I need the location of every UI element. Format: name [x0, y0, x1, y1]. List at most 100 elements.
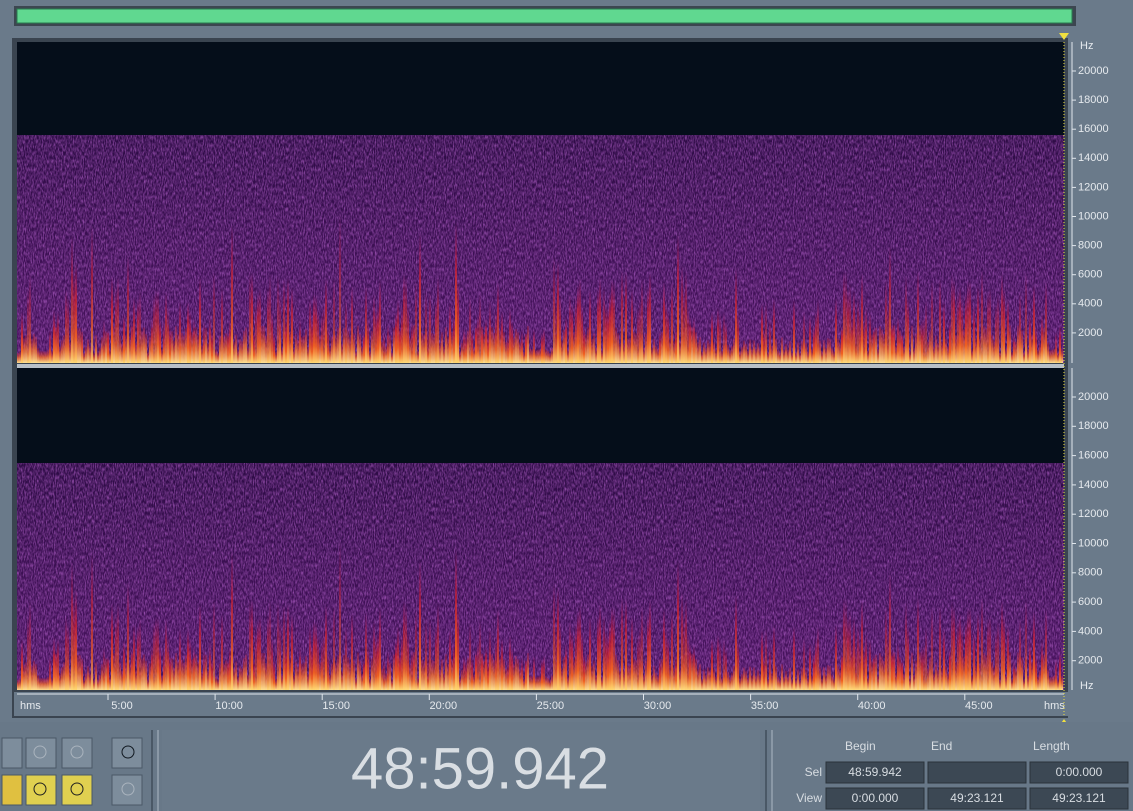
energy-base [197, 662, 199, 690]
energy-streak [765, 302, 767, 363]
energy-base [185, 655, 187, 690]
energy-base [741, 346, 743, 363]
energy-base [175, 326, 177, 363]
energy-base [567, 349, 569, 363]
energy-base [369, 678, 371, 690]
energy-streak [987, 617, 989, 690]
energy-streak [1025, 599, 1027, 690]
energy-base [385, 346, 387, 363]
frequency-label: 16000 [1078, 450, 1109, 462]
energy-base [225, 660, 227, 690]
energy-base [443, 673, 445, 690]
field[interactable] [927, 787, 1027, 810]
energy-streak [711, 638, 713, 690]
energy-streak [377, 632, 379, 690]
energy-streak [647, 612, 649, 690]
zoom-out-button[interactable] [25, 737, 57, 769]
energy-base [1039, 670, 1041, 690]
energy-base [239, 338, 241, 363]
zoom-out-vertical-button[interactable] [111, 774, 143, 806]
time-label: 45:00 [965, 700, 993, 712]
energy-streak [533, 328, 535, 363]
axis-panel [1068, 38, 1133, 692]
energy-streak [603, 613, 605, 690]
energy-streak [665, 628, 667, 690]
energy-base [657, 348, 659, 363]
frequency-label: 4000 [1078, 625, 1102, 637]
energy-streak [761, 630, 763, 690]
energy-base [289, 331, 291, 363]
energy-base [171, 331, 173, 363]
energy-base [777, 676, 779, 690]
field[interactable] [825, 787, 925, 810]
energy-base [697, 669, 699, 690]
energy-base [829, 665, 831, 690]
energy-base [301, 663, 303, 690]
energy-base [355, 351, 357, 363]
energy-streak [229, 645, 231, 690]
energy-base [473, 674, 475, 690]
energy-streak [997, 620, 999, 690]
energy-base [499, 330, 501, 363]
energy-streak [639, 626, 641, 690]
button[interactable] [1, 774, 23, 806]
energy-base [879, 653, 881, 690]
energy-streak [155, 616, 157, 690]
energy-base [623, 670, 625, 690]
overview-range[interactable] [16, 8, 1073, 24]
field[interactable] [1029, 787, 1129, 810]
energy-base [23, 337, 25, 363]
energy-base [573, 659, 575, 690]
energy-base [721, 350, 723, 363]
energy-streak [133, 297, 135, 363]
energy-streak [291, 287, 293, 363]
energy-streak [495, 635, 497, 690]
zoom-full-button[interactable] [61, 737, 93, 769]
energy-base [1009, 325, 1011, 363]
energy-base [237, 350, 239, 363]
energy-base [1015, 668, 1017, 690]
energy-streak [497, 282, 499, 363]
energy-base [747, 350, 749, 363]
time-display: 48:59.942 [351, 736, 609, 801]
energy-base [1021, 657, 1023, 690]
energy-streak [725, 321, 727, 363]
energy-streak [187, 628, 189, 690]
energy-base [629, 338, 631, 363]
button[interactable] [1, 737, 23, 769]
energy-base [445, 654, 447, 690]
energy-base [963, 329, 965, 363]
energy-streak [117, 603, 119, 690]
energy-streak [325, 278, 327, 363]
energy-base [447, 664, 449, 690]
energy-base [451, 332, 453, 363]
zoom-right-button[interactable] [61, 774, 93, 806]
energy-streak [107, 656, 109, 690]
energy-base [147, 679, 149, 690]
energy-streak [103, 646, 105, 690]
energy-base [431, 332, 433, 363]
energy-streak [905, 602, 907, 690]
energy-base [385, 673, 387, 690]
field[interactable] [1029, 761, 1129, 784]
energy-base [423, 334, 425, 363]
energy-streak [557, 587, 559, 690]
energy-streak [841, 652, 843, 690]
energy-streak [285, 643, 287, 690]
zoom-in-vertical-button[interactable] [111, 737, 143, 769]
field[interactable] [927, 761, 1027, 784]
energy-streak [91, 552, 93, 690]
field[interactable] [825, 761, 925, 784]
zoom-left-button[interactable] [25, 774, 57, 806]
energy-base [145, 333, 147, 363]
silent-band [17, 42, 1064, 135]
energy-base [651, 347, 653, 363]
energy-base [1023, 679, 1025, 690]
energy-base [177, 334, 179, 363]
playhead-top-marker[interactable] [1059, 33, 1069, 40]
energy-streak [725, 648, 727, 690]
energy-base [673, 668, 675, 690]
energy-streak [553, 256, 555, 363]
energy-streak [671, 281, 673, 363]
energy-base [531, 349, 533, 363]
